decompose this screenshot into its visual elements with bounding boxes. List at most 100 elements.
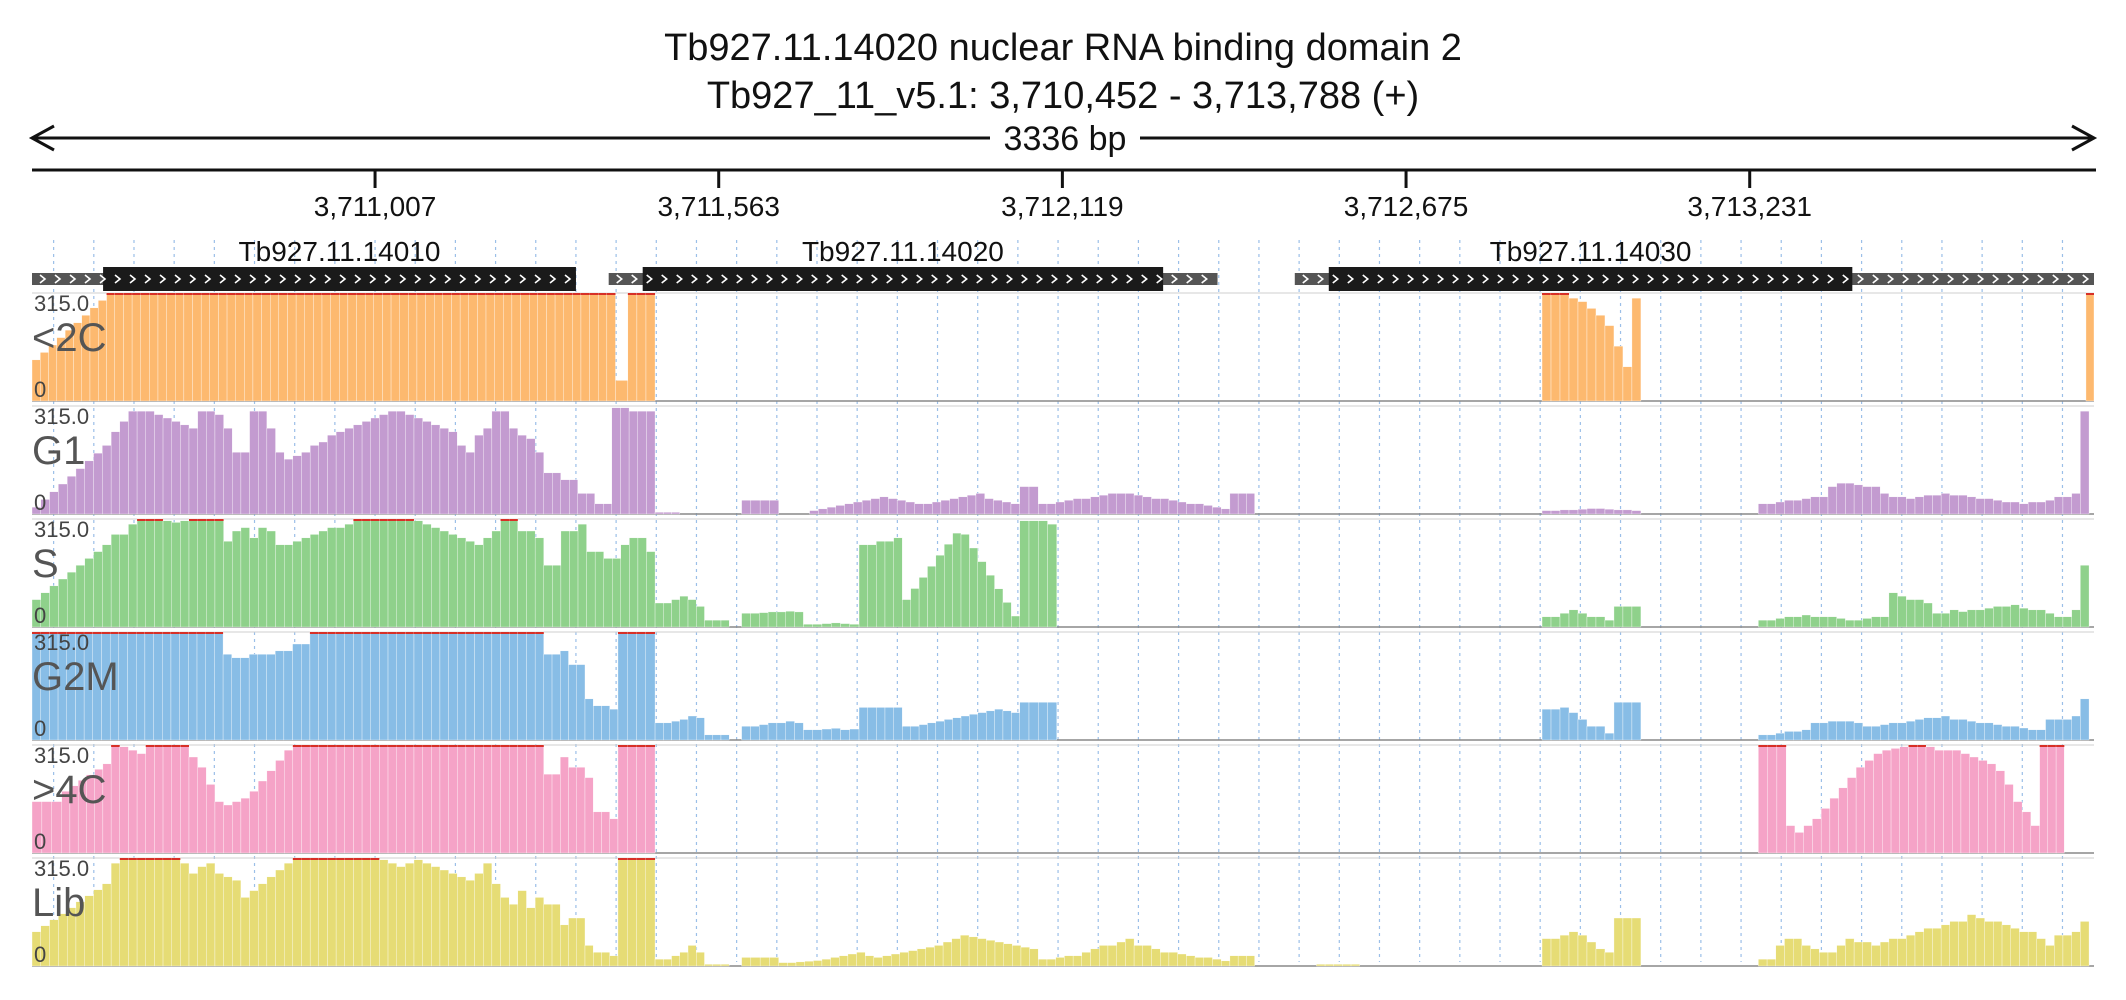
clip-marker (370, 632, 380, 634)
coverage-bar (226, 292, 236, 402)
clip-marker (304, 293, 314, 295)
coverage-bar (500, 410, 510, 515)
coverage-bar (379, 414, 389, 515)
coverage-bar (1186, 503, 1196, 515)
coverage-bar (984, 498, 994, 515)
coverage-bar (1819, 616, 1829, 628)
coverage-bar (321, 292, 331, 402)
coverage-bar (1827, 720, 1837, 741)
coverage-bar (769, 957, 779, 967)
coverage-bar (910, 588, 920, 628)
coverage-bar (223, 876, 233, 967)
coverage-bar (114, 292, 124, 402)
coverage-bar (235, 292, 245, 402)
coverage-bar (387, 744, 397, 854)
coverage-bar (584, 945, 594, 967)
coverage-bar (593, 811, 602, 854)
clip-marker (379, 632, 389, 634)
coverage-bar (477, 292, 487, 402)
coverage-bar (893, 537, 903, 628)
coverage-bar (1794, 832, 1804, 854)
coverage-bar (144, 631, 154, 741)
coverage-bar (145, 410, 155, 515)
coverage-bar (977, 712, 987, 741)
clip-marker (49, 632, 59, 634)
coverage-bar (1993, 606, 2003, 628)
clip-marker (292, 745, 302, 747)
coverage-bar (468, 292, 478, 402)
coverage-bar (569, 530, 579, 628)
coverage-bar (110, 431, 120, 515)
coverage-bar (206, 410, 216, 515)
coverage-bar (654, 958, 664, 967)
coverage-bar (49, 919, 59, 967)
coverage-bar (778, 962, 788, 967)
coverage-bar (131, 292, 141, 402)
strand-arrow-icon (294, 274, 302, 284)
coverage-bar (509, 904, 519, 967)
coverage-bar (240, 897, 250, 967)
clip-marker (580, 293, 590, 295)
coverage-bar (785, 720, 795, 741)
coverage-bar (465, 880, 475, 967)
clip-marker (370, 519, 380, 521)
clip-marker (183, 293, 193, 295)
coverage-tracks: 315.00<2C315.00G1315.00S315.00G2M315.00>… (31, 291, 2095, 967)
clip-marker (40, 632, 50, 634)
coverage-bar (1246, 955, 1255, 967)
coverage-bar (1107, 945, 1117, 967)
coverage-bar (344, 428, 354, 515)
clip-marker (127, 632, 137, 634)
clip-marker (344, 632, 354, 634)
coverage-bar (931, 501, 942, 515)
clip-marker (353, 632, 363, 634)
coverage-bar (551, 904, 561, 967)
coverage-bar (1324, 964, 1334, 967)
coverage-bar (313, 292, 323, 402)
coverage-bar (1586, 308, 1597, 402)
coverage-bar (1862, 726, 1872, 741)
coverage-bar (654, 722, 664, 741)
coverage-bar (1880, 493, 1890, 515)
clip-marker (106, 293, 115, 295)
coverage-bar (1090, 948, 1100, 967)
coverage-bar (1221, 508, 1231, 515)
coverage-bar (543, 904, 553, 967)
coverage-bar (396, 866, 406, 967)
coverage-bar (1871, 616, 1881, 628)
coverage-bar (776, 611, 786, 628)
coverage-bar (534, 631, 544, 741)
strand-arrow-icon (1737, 274, 1745, 284)
coverage-bar (396, 518, 406, 628)
coverage-bar (1923, 717, 1933, 741)
coverage-bar (154, 518, 164, 628)
strand-arrow-icon (1797, 274, 1805, 284)
clip-marker (405, 745, 414, 747)
clip-marker (149, 293, 158, 295)
clip-marker (491, 745, 501, 747)
coverage-bar (1801, 614, 1811, 628)
clip-marker (310, 858, 319, 860)
clip-marker (145, 519, 155, 521)
coverage-bar (1776, 744, 1787, 854)
clip-marker (465, 632, 475, 634)
coverage-bar (517, 631, 527, 741)
coverage-bar (1766, 958, 1776, 967)
clip-marker (1551, 293, 1561, 295)
coverage-bar (240, 527, 250, 628)
clip-marker (353, 858, 363, 860)
coverage-bar (1906, 498, 1916, 515)
coverage-bar (687, 715, 697, 741)
coverage-bar (249, 890, 259, 967)
coverage-bar (295, 292, 305, 402)
coordinate-ticks: 3,711,007 3,711,563 3,712,119 3,712,675 3,71… (314, 170, 1812, 222)
clip-marker (206, 519, 215, 521)
coverage-bar (1940, 493, 1950, 515)
coverage-bar (1003, 943, 1013, 967)
clip-marker (235, 293, 245, 295)
coverage-bar (1801, 945, 1811, 967)
coverage-bar (206, 784, 216, 854)
coverage-bar (370, 417, 380, 515)
coverage-bar (663, 602, 672, 628)
clip-marker (555, 293, 564, 295)
